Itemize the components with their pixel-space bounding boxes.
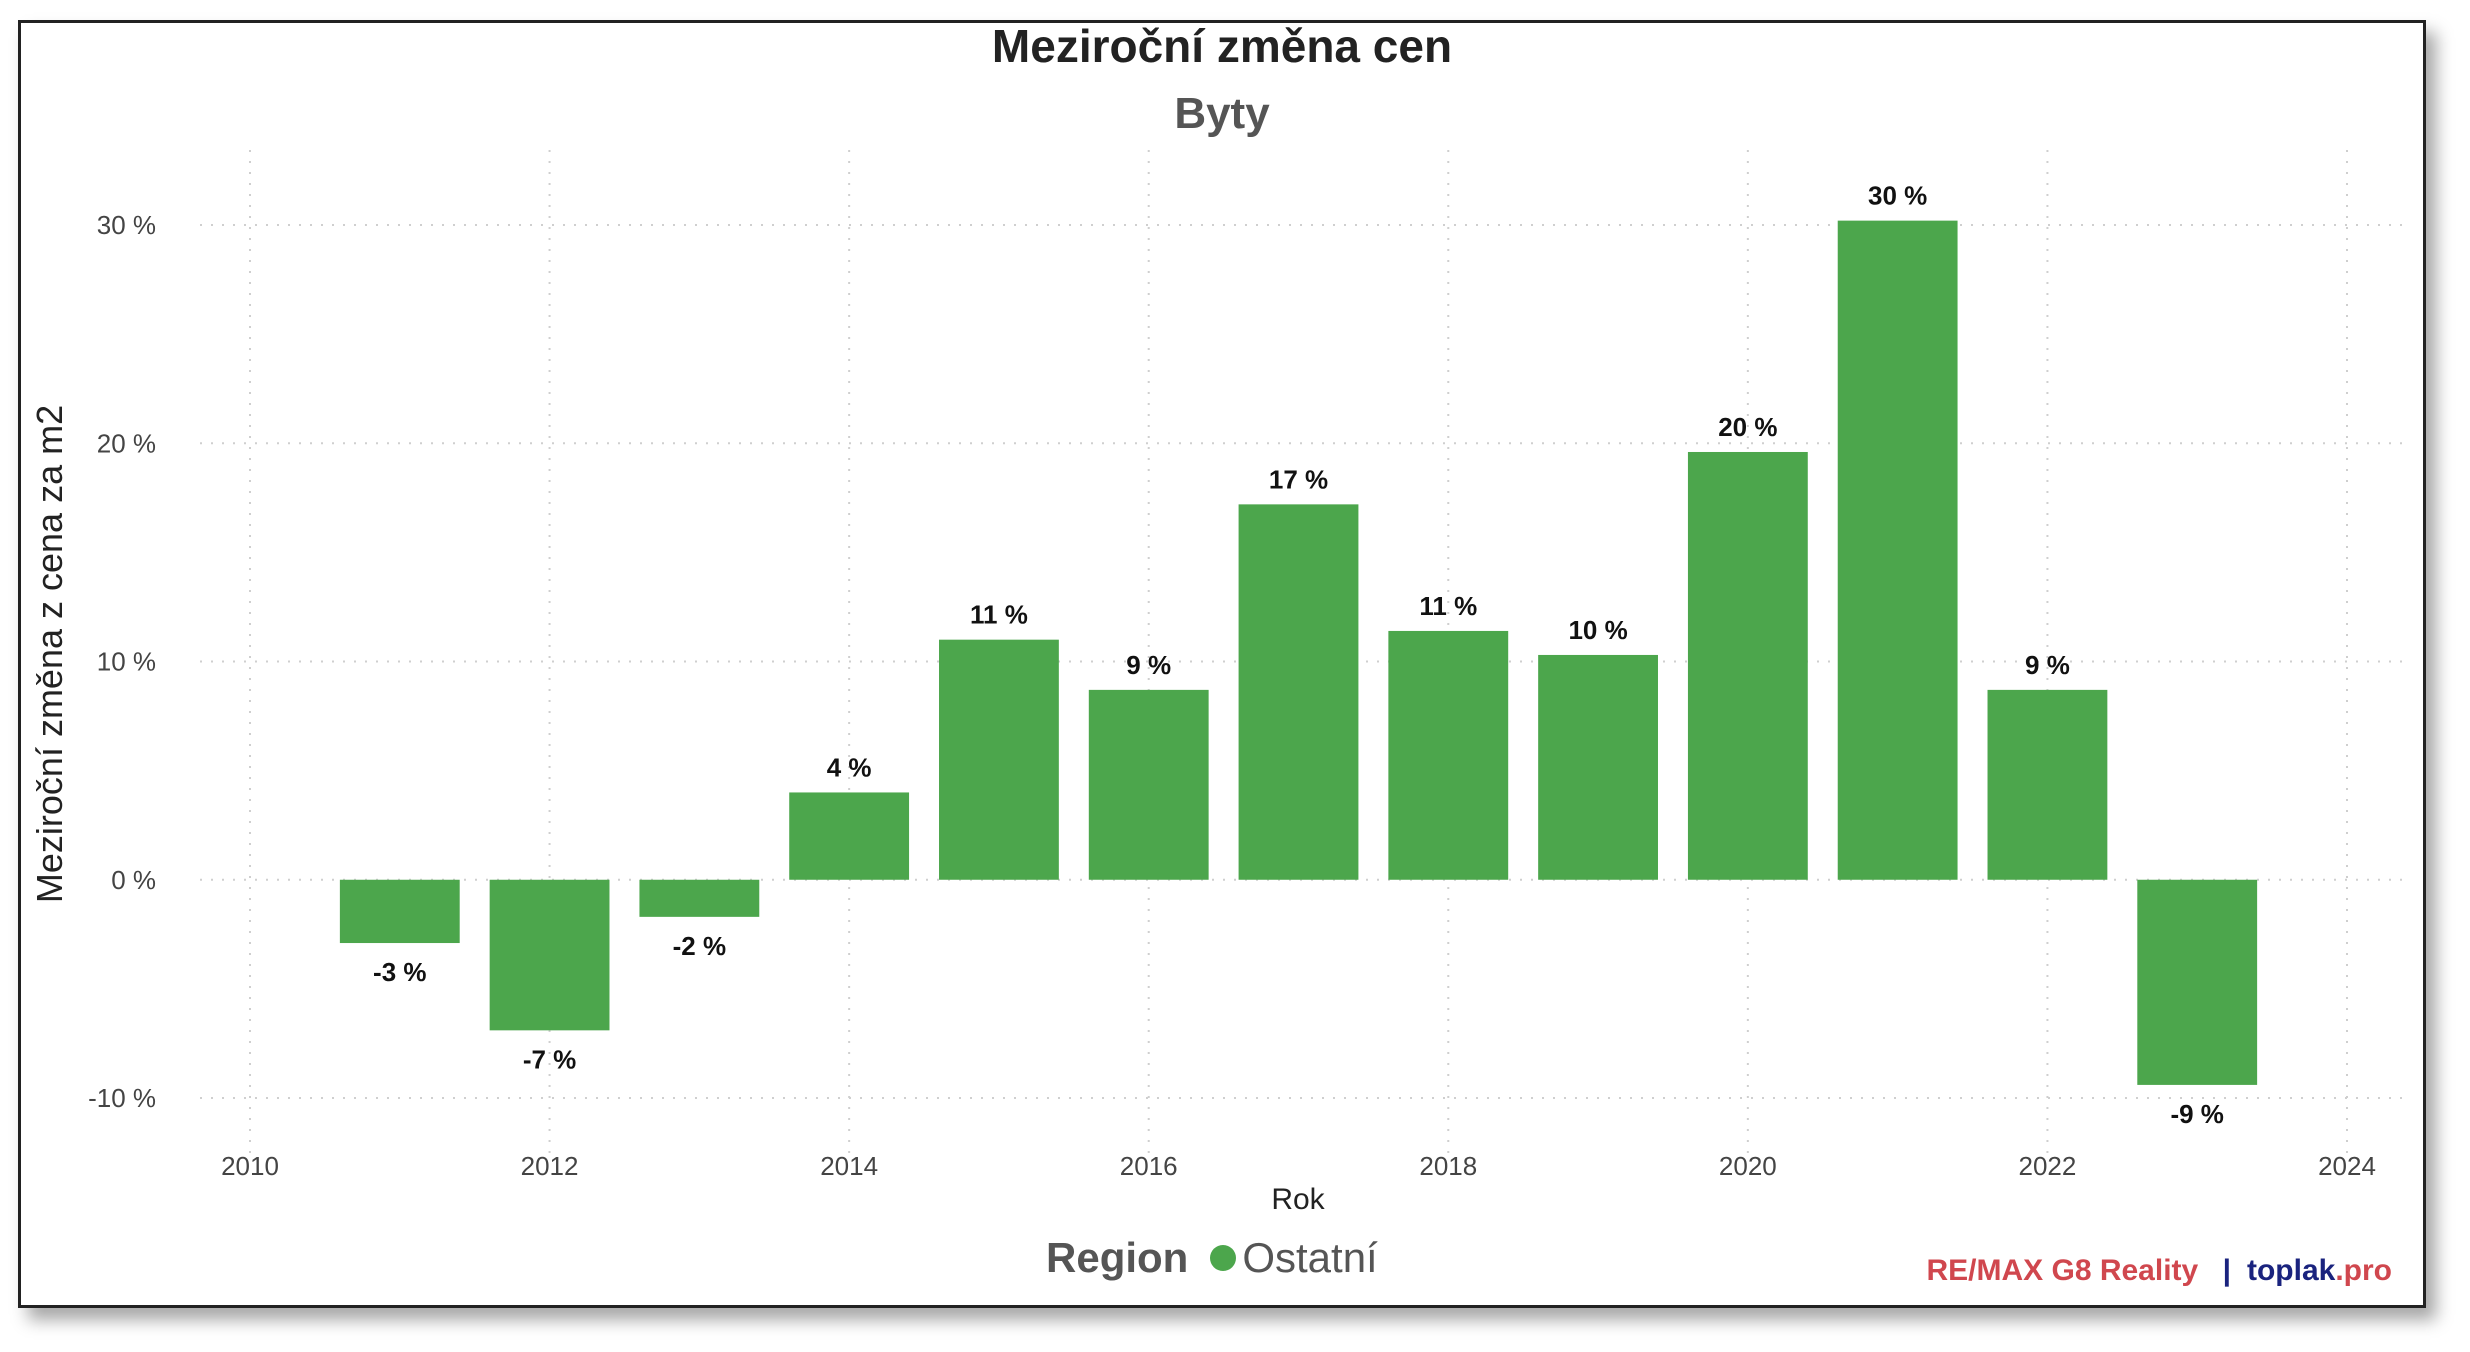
- bar-2021: [1837, 220, 1958, 880]
- credit: RE/MAX G8 Reality | toplak.pro: [1926, 1254, 2392, 1288]
- data-label-2011: -3 %: [373, 957, 426, 987]
- bars-layer: [339, 220, 2258, 1085]
- y-tick-label: 10 %: [97, 647, 156, 677]
- x-axis-title: Rok: [1271, 1183, 1325, 1216]
- data-label-2022: 9 %: [2025, 650, 2070, 680]
- ticks-layer: -10 % 0 % 10 % 20 % 30 % 2010 2012 2014 2016 2018…: [88, 210, 2376, 1181]
- data-label-2020: 20 %: [1718, 412, 1777, 442]
- data-label-2015: 11 %: [970, 600, 1028, 630]
- data-label-2019: 10 %: [1568, 615, 1627, 645]
- y-tick-label: 0 %: [111, 865, 156, 895]
- bar-2019: [1538, 654, 1658, 880]
- x-tick-label: 2010: [221, 1151, 279, 1181]
- bar-2011: [339, 879, 460, 944]
- y-tick-label: 30 %: [97, 210, 156, 240]
- bar-2013: [639, 879, 760, 917]
- chart-title: Meziroční změna cen: [992, 20, 1452, 72]
- bar-2014: [789, 792, 910, 880]
- data-labels-layer: -3 % -7 % -2 % 4 % 11 % 9 % 17 % 11 % 10 % 20 % 30…: [373, 181, 2224, 1129]
- bar-2020: [1687, 451, 1808, 880]
- data-label-2014: 4 %: [827, 752, 872, 782]
- bar-2018: [1388, 630, 1509, 880]
- bar-2023: [2137, 879, 2258, 1085]
- chart-subtitle: Byty: [1174, 89, 1270, 138]
- legend-title: Region: [1046, 1234, 1189, 1281]
- credit-site-suffix: .pro: [2335, 1254, 2392, 1287]
- x-tick-label: 2022: [2019, 1151, 2077, 1181]
- x-tick-label: 2018: [1419, 1151, 1477, 1181]
- data-label-2016: 9 %: [1126, 650, 1171, 680]
- x-tick-label: 2014: [820, 1151, 878, 1181]
- legend: Region Ostatní: [1046, 1230, 1378, 1286]
- bar-2022: [1987, 689, 2108, 880]
- credit-site-name: toplak: [2246, 1254, 2336, 1287]
- data-label-2012: -7 %: [523, 1044, 576, 1074]
- x-tick-label: 2016: [1120, 1151, 1178, 1181]
- legend-label-ostatni: Ostatní: [1242, 1234, 1378, 1281]
- credit-separator: |: [2222, 1254, 2231, 1287]
- y-tick-label: -10 %: [88, 1083, 156, 1113]
- bar-2017: [1238, 504, 1359, 880]
- chart-frame: [18, 20, 2426, 1308]
- bar-2015: [939, 639, 1059, 880]
- data-label-2018: 11 %: [1419, 591, 1477, 621]
- y-tick-label: 20 %: [97, 428, 156, 458]
- credit-brand: RE/MAX G8 Reality: [1926, 1254, 2199, 1287]
- data-label-2013: -2 %: [673, 931, 726, 961]
- x-tick-label: 2020: [1719, 1151, 1777, 1181]
- x-tick-label: 2024: [2318, 1151, 2376, 1181]
- data-label-2017: 17 %: [1269, 464, 1328, 494]
- y-axis-title: Meziroční změna z cena za m2: [29, 405, 70, 903]
- bar-2012: [489, 879, 610, 1031]
- x-tick-label: 2012: [521, 1151, 579, 1181]
- bar-2016: [1088, 689, 1209, 880]
- data-label-2021: 30 %: [1868, 181, 1927, 211]
- data-label-2023: -9 %: [2170, 1099, 2223, 1129]
- legend-marker-ostatni: [1210, 1245, 1237, 1271]
